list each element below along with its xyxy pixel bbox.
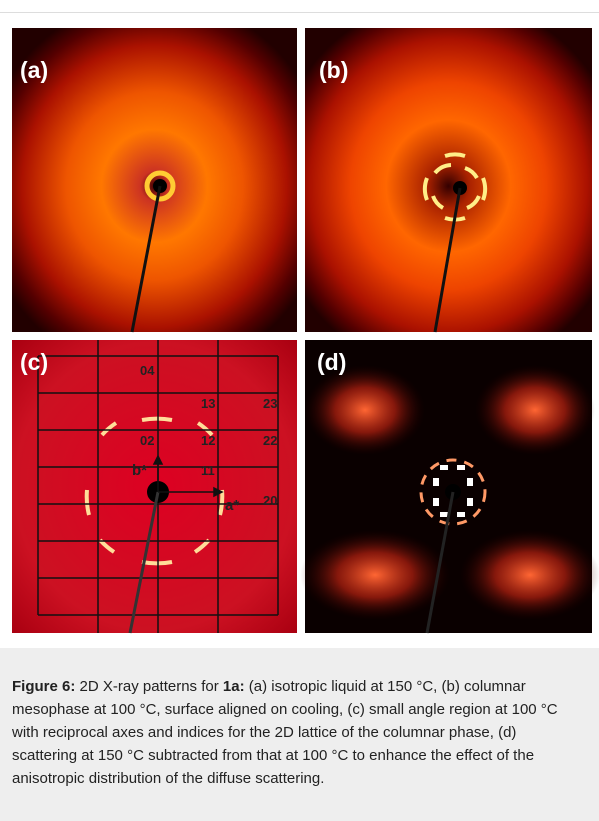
index-label: 22: [263, 433, 277, 448]
caption-text: 2D X-ray patterns for: [80, 678, 219, 695]
diffuse-blob: [475, 365, 595, 455]
index-label: 12: [201, 433, 215, 448]
diffuse-ring: [12, 28, 297, 332]
compound-ref: 1a:: [223, 678, 245, 695]
caption-label: Figure 6:: [12, 678, 75, 695]
index-label: 23: [263, 396, 277, 411]
panel-label: (b): [319, 57, 348, 83]
panel-label: (d): [317, 349, 346, 375]
page: (a) (b): [0, 0, 599, 821]
axis-label: a*: [225, 497, 239, 514]
panel-b: (b): [305, 28, 592, 332]
diffuse-blob: [460, 530, 599, 620]
caption: Figure 6: 2D X-ray patterns for 1a: (a) …: [0, 648, 599, 821]
panel-label: (a): [20, 57, 48, 83]
panel-d: (d): [300, 340, 599, 633]
axis-label: b*: [132, 462, 147, 479]
index-label: 13: [201, 396, 215, 411]
caption-text: Figure 6: 2D X-ray patterns for 1a: (a) …: [12, 675, 584, 790]
index-label: 11: [201, 463, 215, 478]
figure: (a) (b): [0, 0, 599, 640]
diffuse-blob: [305, 365, 425, 455]
panel-label: (c): [20, 349, 48, 375]
diffuse-blob: [300, 530, 450, 620]
index-label: 04: [140, 363, 155, 378]
panel-a: (a): [12, 28, 297, 332]
index-label: 02: [140, 433, 154, 448]
panel-c: 04 13 23 02 12 22 b* 11 a* 20 (c): [12, 340, 297, 633]
index-label: 20: [263, 493, 277, 508]
